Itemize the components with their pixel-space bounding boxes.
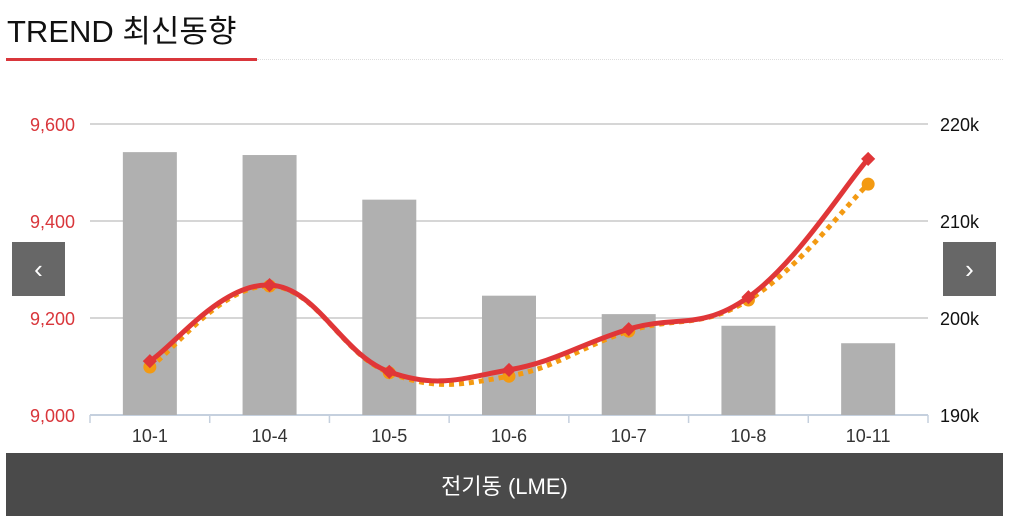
diamond-marker (621, 322, 636, 337)
bar (482, 295, 536, 415)
x-tick-label: 10-6 (491, 426, 527, 446)
prev-button[interactable]: ‹ (12, 242, 65, 296)
diamond-marker (741, 290, 756, 305)
left-tick-label: 9,400 (30, 212, 75, 232)
chevron-left-icon: ‹ (34, 253, 43, 284)
x-tick-label: 10-5 (371, 426, 407, 446)
next-button[interactable]: › (943, 242, 996, 296)
diamond-marker (501, 362, 517, 377)
chevron-right-icon: › (965, 253, 974, 284)
left-tick-label: 9,000 (30, 406, 75, 426)
right-tick-label: 220k (940, 115, 980, 135)
left-tick-label: 9,200 (30, 309, 75, 329)
x-tick-label: 10-8 (730, 426, 766, 446)
bar (122, 152, 177, 415)
page-title: TREND 최신동향 (7, 14, 237, 49)
diamond-marker (382, 364, 397, 379)
right-tick-label: 190k (940, 406, 980, 426)
bar (721, 325, 776, 415)
right-tick-label: 210k (940, 212, 980, 232)
diamond-marker (142, 354, 157, 369)
x-tick-label: 10-4 (252, 426, 288, 446)
x-tick-label: 10-1 (132, 426, 168, 446)
diamond-marker (861, 151, 876, 166)
x-tick-label: 10-7 (611, 426, 647, 446)
divider (257, 59, 1003, 60)
bar (362, 199, 417, 415)
right-tick-label: 200k (940, 309, 980, 329)
circle-marker (861, 177, 875, 191)
bar (841, 343, 896, 415)
diamond-marker (262, 277, 277, 293)
x-tick-label: 10-11 (846, 426, 891, 446)
left-tick-label: 9,600 (30, 115, 75, 135)
chart-caption: 전기동 (LME) (6, 453, 1003, 516)
title-underline (6, 58, 257, 61)
